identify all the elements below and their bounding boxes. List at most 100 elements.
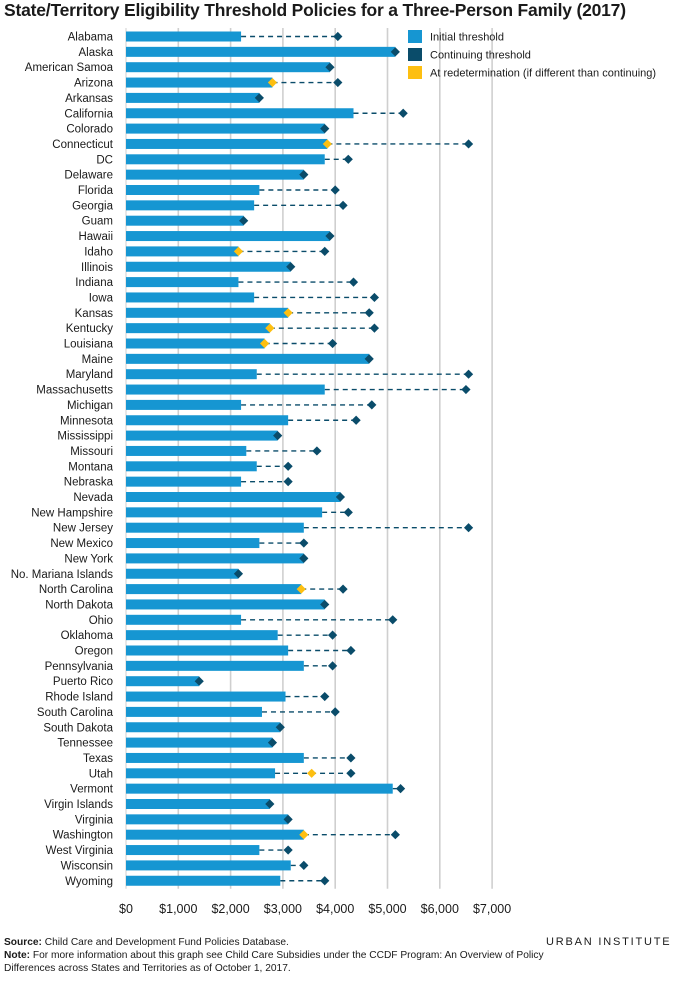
continuing-threshold-marker — [325, 231, 335, 241]
continuing-threshold-marker — [299, 170, 309, 180]
redetermination-threshold-marker — [283, 308, 293, 318]
category-label: North Dakota — [45, 599, 113, 611]
continuing-threshold-marker — [461, 384, 471, 395]
initial-threshold-bar — [126, 430, 278, 441]
category-label: Kansas — [75, 308, 114, 320]
category-label: North Carolina — [39, 584, 114, 596]
category-label: American Samoa — [25, 62, 114, 74]
continuing-threshold-marker — [299, 860, 309, 870]
initial-threshold-bar — [126, 292, 255, 303]
redetermination-threshold-marker — [307, 768, 317, 778]
note: Note: For more information about this gr… — [4, 949, 544, 975]
threshold-bar-chart: Alabama Alaska American Samoa Arizona Arkans… — [11, 28, 656, 916]
initial-threshold-bar — [126, 92, 260, 103]
initial-threshold-bar — [126, 737, 273, 748]
continuing-threshold-marker — [463, 369, 474, 379]
continuing-threshold-marker — [275, 722, 285, 732]
continuing-threshold-marker — [351, 415, 361, 425]
initial-threshold-bar — [126, 277, 239, 288]
redetermination-threshold-marker — [322, 139, 332, 149]
initial-threshold-bar — [126, 399, 242, 410]
category-label: Massachusetts — [36, 385, 113, 397]
continuing-threshold-marker — [283, 461, 293, 471]
initial-threshold-bar — [126, 338, 265, 349]
category-label: Iowa — [89, 292, 114, 304]
initial-threshold-bar — [126, 138, 328, 149]
continuing-threshold-marker — [312, 446, 322, 456]
redetermination-threshold-marker — [299, 830, 309, 840]
initial-threshold-bar — [126, 691, 286, 702]
initial-threshold-bar — [126, 568, 239, 579]
initial-threshold-bar — [126, 492, 341, 502]
category-label: DC — [96, 154, 113, 166]
category-label: Tennessee — [57, 738, 113, 750]
category-label: Oklahoma — [61, 630, 114, 642]
continuing-threshold-marker — [286, 262, 296, 272]
chart-title: State/Territory Eligibility Threshold Po… — [4, 0, 626, 20]
continuing-threshold-marker — [364, 354, 374, 364]
initial-threshold-bar — [126, 77, 273, 88]
category-label: South Carolina — [37, 707, 114, 719]
continuing-threshold-marker — [388, 615, 398, 625]
continuing-threshold-marker — [395, 784, 406, 794]
category-label: West Virginia — [46, 845, 114, 857]
continuing-threshold-marker — [267, 738, 278, 748]
category-label: California — [64, 108, 113, 120]
initial-threshold-bar — [126, 553, 304, 564]
category-label: Minnesota — [60, 415, 114, 427]
continuing-threshold-marker — [265, 799, 275, 809]
category-label: Utah — [89, 768, 113, 780]
continuing-threshold-marker — [283, 845, 293, 855]
continuing-threshold-marker — [338, 584, 348, 594]
initial-threshold-bar — [126, 860, 291, 871]
source-note: Source: Child Care and Development Fund … — [4, 936, 544, 949]
continuing-threshold-marker — [348, 277, 359, 287]
initial-threshold-bar — [126, 783, 393, 794]
continuing-threshold-marker — [327, 630, 338, 640]
x-axis-ticks: $0 $1,000 $2,000 $3,000 $4,000 $5,000 $6,000 $7… — [119, 902, 511, 916]
initial-threshold-bar — [126, 630, 278, 641]
source-text: Child Care and Development Fund Policies… — [41, 937, 289, 948]
initial-threshold-bar — [126, 722, 281, 733]
category-label: Vermont — [70, 784, 114, 796]
category-label: Georgia — [72, 200, 114, 212]
initial-threshold-bar — [126, 768, 276, 779]
initial-threshold-bar — [126, 323, 270, 334]
initial-threshold-bar — [126, 476, 242, 487]
category-label: Montana — [68, 461, 113, 473]
category-label: No. Mariana Islands — [11, 569, 114, 581]
continuing-threshold-marker — [346, 768, 356, 778]
continuing-threshold-marker — [273, 431, 283, 441]
initial-threshold-bar — [126, 353, 370, 364]
legend-label: Continuing threshold — [430, 50, 531, 62]
continuing-threshold-marker — [320, 691, 330, 702]
x-tick-label: $4,000 — [316, 902, 354, 916]
continuing-threshold-marker — [254, 93, 264, 103]
continuing-threshold-marker — [320, 876, 330, 886]
continuing-threshold-marker — [239, 216, 249, 226]
continuing-threshold-marker — [369, 292, 380, 303]
redetermination-threshold-marker — [267, 77, 278, 88]
initial-threshold-bar — [126, 845, 260, 856]
initial-threshold-bar — [126, 307, 289, 318]
continuing-threshold-marker — [390, 47, 400, 57]
continuing-threshold-marker — [327, 338, 338, 349]
category-label: Wyoming — [65, 876, 113, 888]
initial-threshold-bar — [126, 261, 291, 272]
initial-threshold-bar — [126, 799, 270, 809]
initial-threshold-bar — [126, 415, 289, 426]
category-label: South Dakota — [43, 722, 113, 734]
initial-threshold-bar — [126, 599, 325, 610]
category-label: Colorado — [66, 124, 113, 136]
category-label: Alabama — [68, 32, 114, 44]
category-label: Louisiana — [64, 339, 114, 351]
legend-label: Initial threshold — [430, 32, 504, 44]
continuing-threshold-marker — [320, 246, 330, 256]
continuing-threshold-marker — [333, 77, 343, 88]
initial-threshold-bar — [126, 676, 200, 687]
initial-threshold-bar — [126, 108, 354, 119]
category-label: New Mexico — [50, 538, 113, 550]
x-tick-label: $3,000 — [264, 902, 302, 916]
continuing-threshold-marker — [299, 553, 309, 563]
category-label: New Hampshire — [31, 507, 113, 519]
